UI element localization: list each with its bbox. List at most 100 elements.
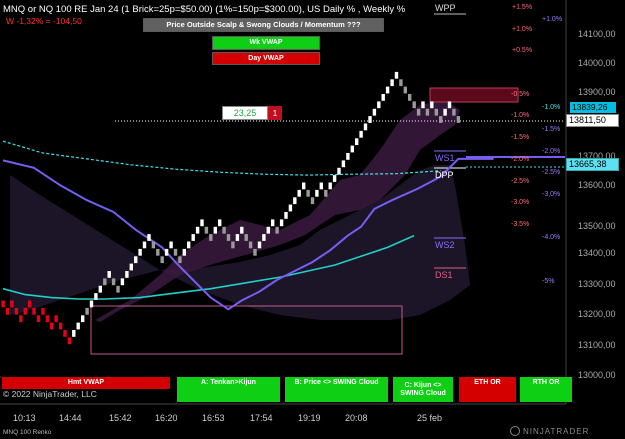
daily-pct-label: -3.0% (511, 199, 530, 206)
renko-brick (156, 248, 160, 256)
price-axis-label: 14100,00 (578, 29, 616, 39)
rth-or-button[interactable]: RTH OR (520, 377, 572, 402)
renko-brick (443, 108, 447, 116)
renko-brick (341, 160, 346, 168)
renko-brick (98, 285, 102, 293)
renko-brick (266, 226, 270, 234)
renko-brick (235, 234, 240, 241)
time-axis-label: 16:20 (155, 413, 178, 423)
renko-brick (377, 101, 381, 109)
price-axis-label: 13000,00 (578, 370, 616, 380)
renko-brick (45, 315, 49, 323)
renko-brick (19, 315, 23, 323)
renko-brick (412, 101, 416, 109)
renko-brick (58, 322, 63, 330)
renko-brick (89, 300, 94, 308)
renko-brick (231, 241, 235, 249)
wk-vwap-line (2, 140, 441, 176)
renko-brick (63, 330, 67, 337)
renko-brick (72, 330, 76, 337)
renko-brick (178, 256, 182, 264)
ninja-star-icon (510, 426, 520, 436)
hmt-vwap-button[interactable]: Hmt VWAP (2, 377, 170, 389)
renko-brick (297, 189, 301, 197)
renko-brick (302, 182, 306, 190)
price-tag-wk-vwap: 13839,26 (570, 102, 616, 113)
daily-pct-label: +1.5% (512, 4, 533, 11)
renko-brick (439, 116, 443, 123)
renko-brick (262, 234, 266, 241)
renko-brick (350, 145, 354, 153)
renko-brick (257, 241, 262, 249)
time-axis-label: 20:08 (345, 413, 368, 423)
renko-brick (226, 234, 231, 241)
eth-or-button[interactable]: ETH OR (459, 377, 516, 402)
renko-brick (200, 219, 204, 227)
renko-brick (363, 123, 368, 131)
position-qty[interactable]: 1 (268, 106, 282, 120)
renko-brick (408, 94, 412, 101)
renko-brick (120, 278, 125, 286)
daily-pct-label: +1.0% (512, 26, 533, 33)
renko-brick (27, 300, 32, 308)
price-tag-kijun: 13665,38 (566, 158, 619, 171)
renko-brick (324, 189, 328, 197)
swing-cloud (10, 165, 470, 320)
daily-pct-label: -0.5% (511, 91, 530, 98)
price-axis-label: 14000,00 (578, 58, 616, 68)
renko-brick (138, 248, 142, 256)
renko-brick (359, 130, 363, 138)
renko-brick (103, 278, 107, 286)
time-axis-label: 19:19 (298, 413, 321, 423)
renko-brick (85, 307, 89, 315)
weekly-pct-label: +1.0% (542, 16, 563, 23)
range-box (90, 305, 403, 355)
renko-brick (54, 315, 58, 323)
daily-pct-label: -2.5% (511, 178, 530, 185)
weekly-pct-label: -1.0% (542, 104, 561, 111)
price-axis-label: 13600,00 (578, 180, 616, 190)
kijun-swing-cloud-button[interactable]: C: Kijun <> SWING Cloud (393, 377, 453, 402)
weekly-pnl: W -1,32% = -104,50 (6, 16, 82, 26)
renko-brick (94, 293, 98, 300)
renko-brick (187, 241, 191, 249)
renko-brick (23, 307, 27, 315)
kijun-line (2, 157, 494, 311)
tenkan-kijun-button[interactable]: A: Tenkan>Kijun (177, 377, 280, 402)
renko-brick (248, 241, 253, 249)
renko-brick (253, 248, 257, 256)
weekly-pct-label: -2.5% (542, 169, 561, 176)
brand-label: NINJATRADER (523, 426, 590, 436)
scalp-cloud (95, 100, 460, 322)
renko-brick (169, 241, 173, 249)
renko-brick (275, 226, 279, 234)
day-zone (429, 87, 519, 103)
renko-brick (337, 167, 341, 175)
renko-brick (81, 315, 85, 323)
renko-brick (5, 307, 10, 315)
weekly-pct-label: -2.0% (542, 148, 561, 155)
renko-brick (279, 219, 284, 227)
price-axis-label: 13500,00 (578, 221, 616, 231)
tenkan-line (2, 234, 415, 300)
position-pnl: 23,25 (222, 106, 268, 120)
renko-brick (32, 307, 36, 315)
banner-button[interactable]: Price Outside Scalp & Swong Clouds / Mom… (143, 18, 384, 32)
copyright-text: © 2022 NinjaTrader, LLC (3, 389, 97, 399)
position-box[interactable]: 23,25 1 (222, 106, 282, 120)
daily-pct-label: -2.0% (511, 156, 530, 163)
price-axis-label: 13200,00 (578, 309, 616, 319)
day-vwap-button[interactable]: Day VWAP (212, 52, 320, 65)
renko-brick (67, 337, 72, 345)
wk-vwap-button[interactable]: Wk VWAP (212, 36, 320, 50)
renko-brick (244, 234, 248, 241)
ds1-label: DS1 (435, 270, 453, 280)
renko-brick (76, 322, 80, 330)
price-axis-label: 13300,00 (578, 279, 616, 289)
price-swing-cloud-button[interactable]: B: Price <> SWING Cloud (285, 377, 388, 402)
renko-brick (36, 315, 41, 323)
time-axis-label: 17:54 (250, 413, 273, 423)
renko-brick (394, 71, 399, 79)
